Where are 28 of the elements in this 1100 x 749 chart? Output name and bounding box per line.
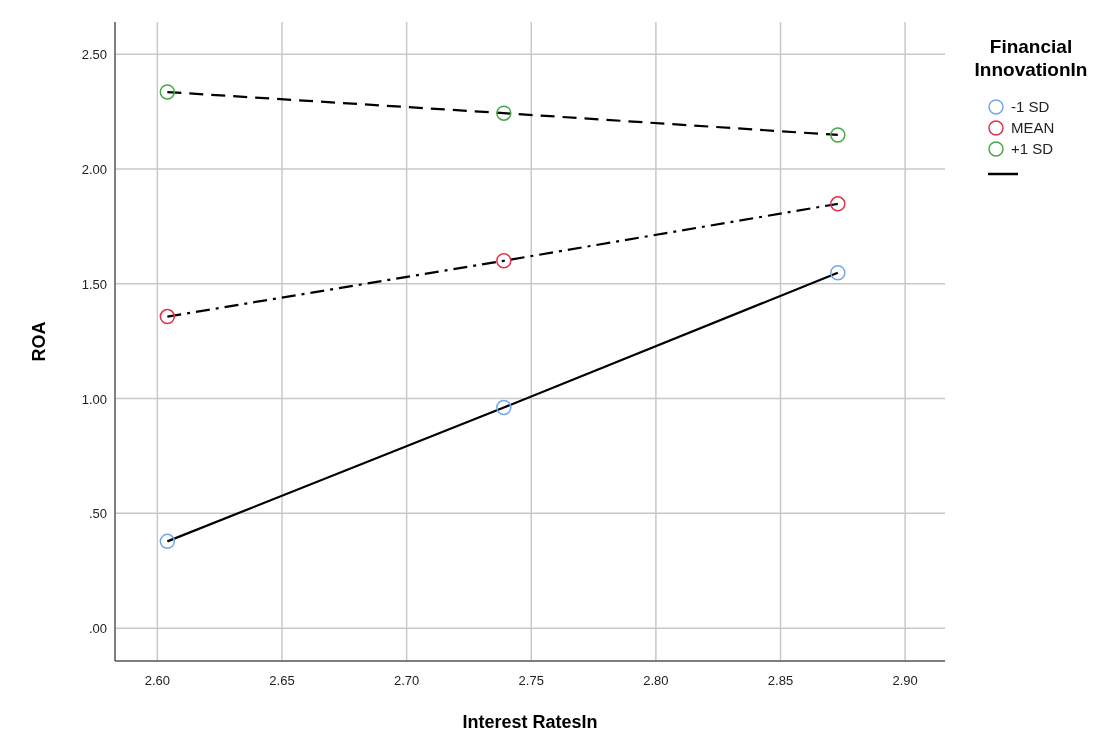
point bbox=[830, 264, 846, 281]
point bbox=[159, 84, 176, 100]
point bbox=[496, 399, 512, 416]
x-tick-label: 2.90 bbox=[892, 673, 918, 688]
y-tick-label: 1.00 bbox=[81, 391, 107, 407]
y-axis-title: ROA bbox=[29, 321, 49, 362]
x-tick-label: 2.85 bbox=[767, 673, 794, 688]
x-tick-label: 2.65 bbox=[269, 673, 295, 688]
point bbox=[830, 196, 846, 212]
y-tick-label: 2.00 bbox=[81, 161, 107, 177]
legend-title: Financial InnovationIn bbox=[974, 36, 1088, 80]
y-tick-label: .50 bbox=[88, 506, 107, 522]
x-axis-title: Interest RatesIn bbox=[462, 712, 598, 732]
point bbox=[159, 533, 176, 550]
point bbox=[159, 308, 176, 325]
y-tick-label: .00 bbox=[88, 621, 107, 637]
point bbox=[496, 105, 512, 121]
y-tick-label: 1.50 bbox=[81, 276, 107, 292]
x-tick-label: 2.70 bbox=[393, 673, 420, 688]
legend-label: +1 SD bbox=[1011, 140, 1054, 157]
legend-label: -1 SD bbox=[1011, 98, 1050, 115]
y-tick-label: 2.50 bbox=[81, 47, 107, 63]
legend-label: MEAN bbox=[1011, 119, 1055, 136]
x-tick-label: 2.80 bbox=[643, 673, 669, 688]
x-tick-label: 2.75 bbox=[518, 673, 544, 688]
point bbox=[496, 253, 512, 269]
point bbox=[830, 127, 846, 143]
x-tick-label: 2.60 bbox=[144, 673, 171, 688]
